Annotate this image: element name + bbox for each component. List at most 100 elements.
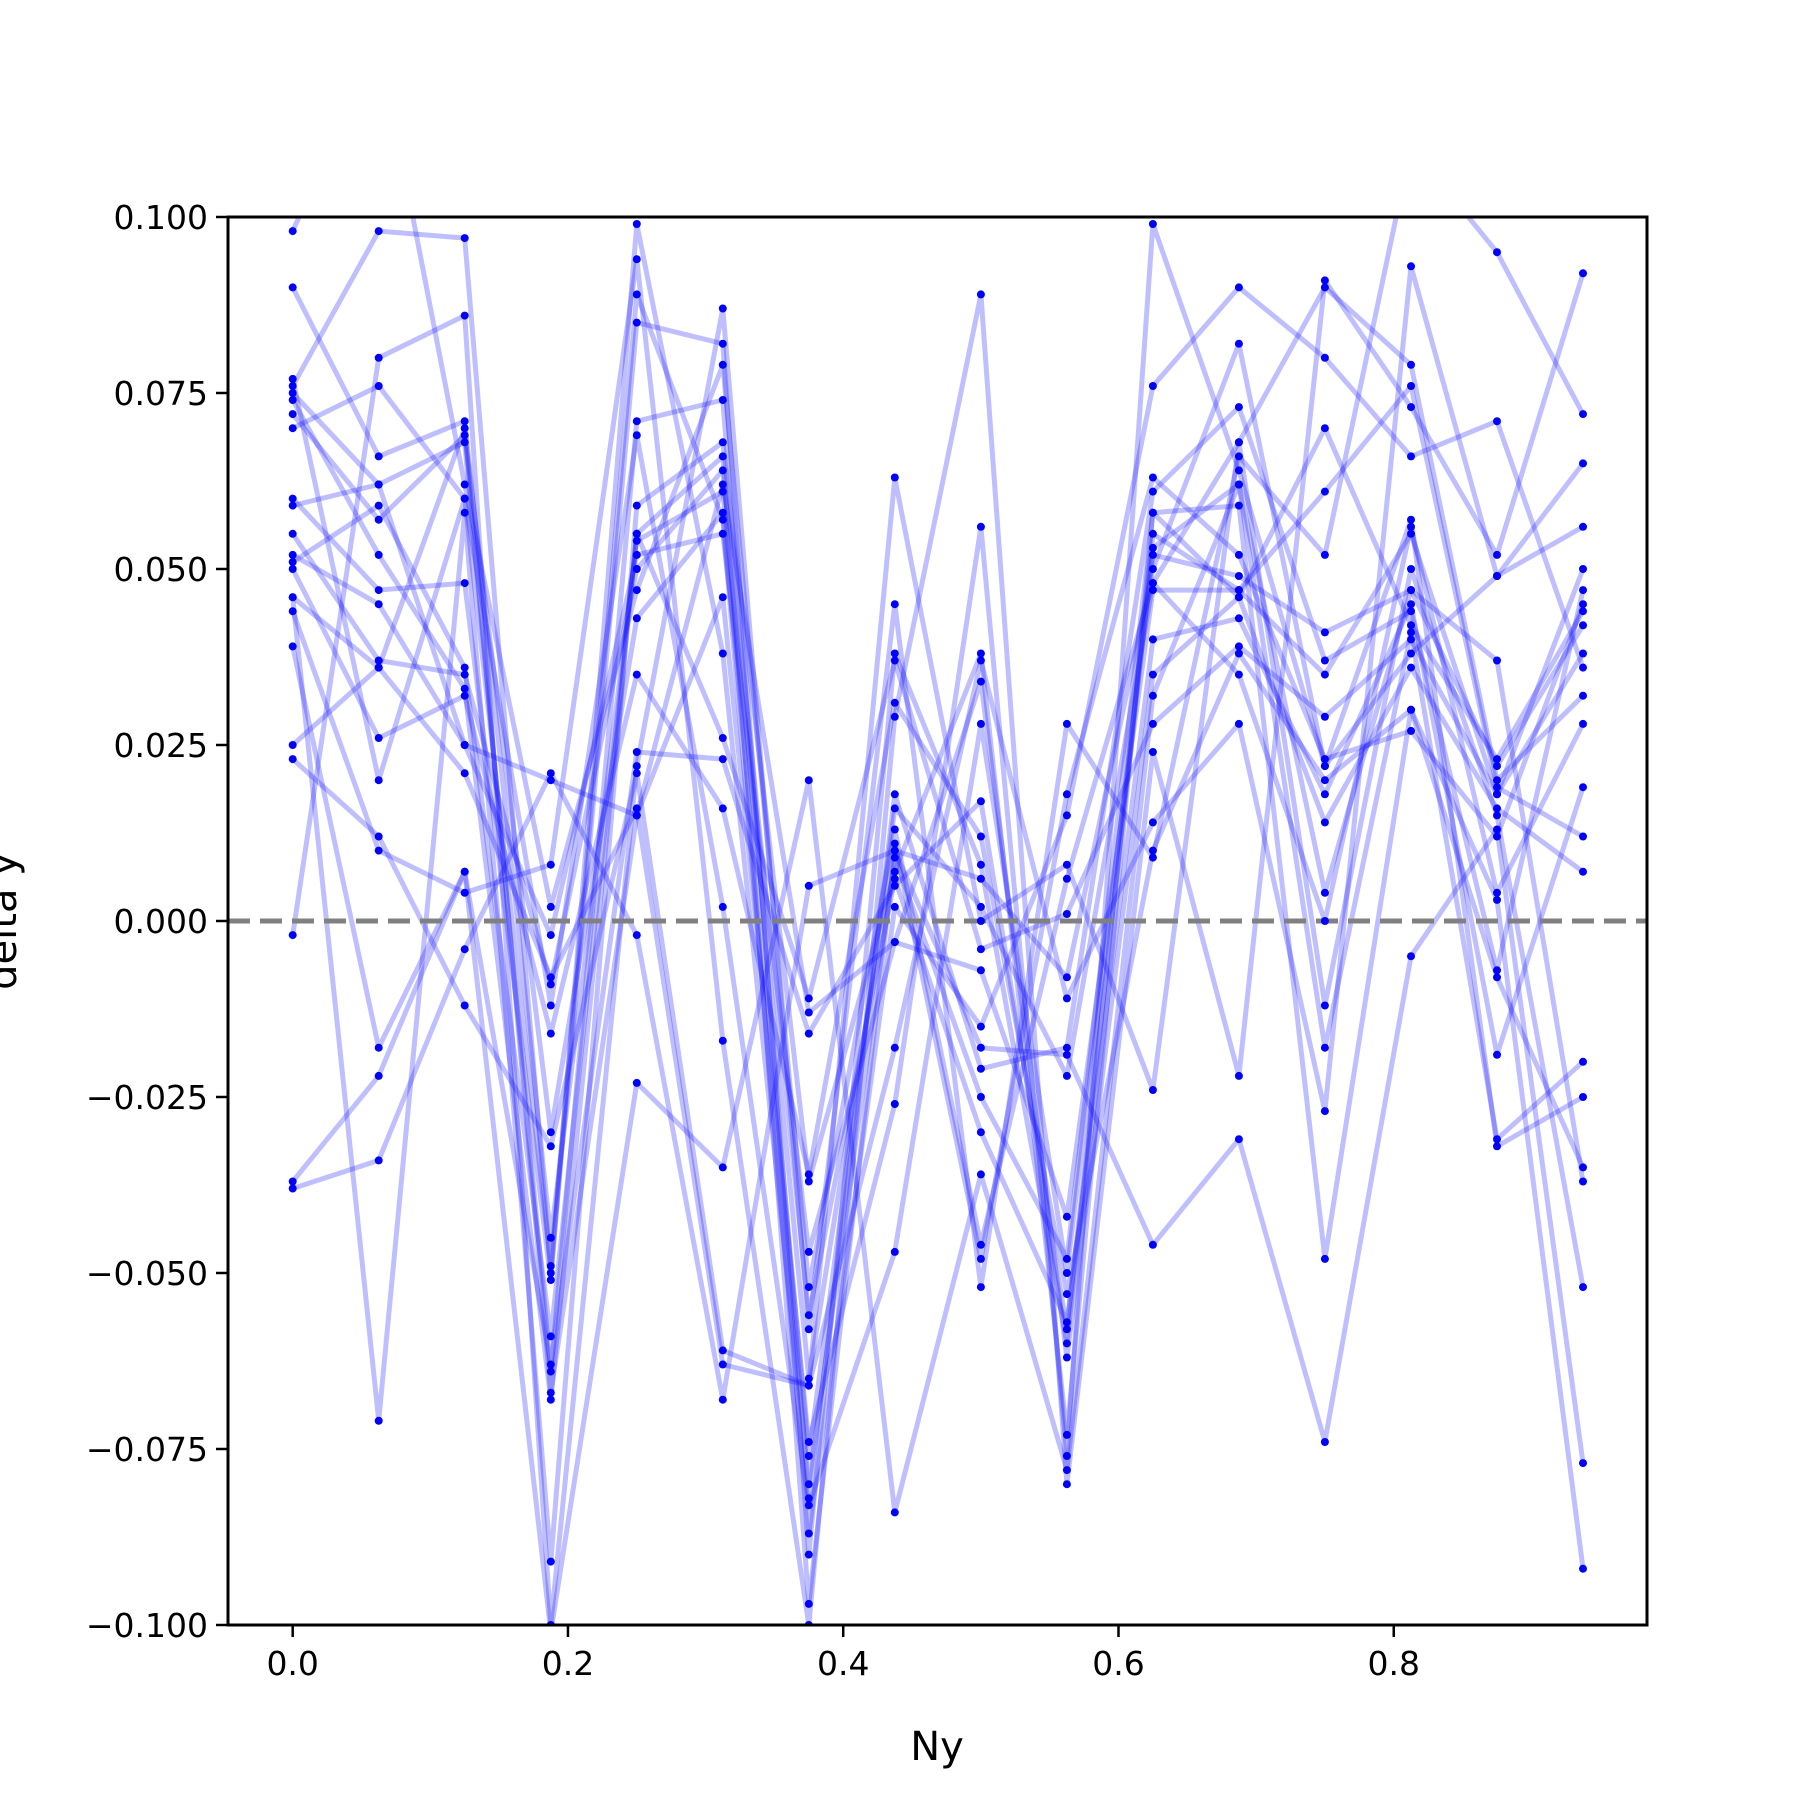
data-point	[976, 290, 985, 299]
data-point	[1234, 480, 1243, 489]
data-point	[546, 1557, 555, 1566]
data-point	[460, 424, 469, 433]
y-tick-label: −0.025	[86, 1078, 208, 1117]
data-point	[890, 874, 899, 883]
data-point	[1320, 1001, 1329, 1010]
data-point	[1062, 811, 1071, 820]
data-point	[890, 790, 899, 799]
data-point	[632, 417, 641, 426]
data-point	[890, 867, 899, 876]
data-point	[1062, 860, 1071, 869]
data-point	[1320, 1438, 1329, 1446]
data-point	[460, 494, 469, 503]
data-point	[890, 902, 899, 911]
data-point	[460, 431, 469, 440]
data-point	[546, 1029, 555, 1038]
data-point	[1407, 705, 1415, 714]
data-point	[288, 593, 297, 602]
data-point	[460, 691, 469, 700]
data-point	[1148, 853, 1157, 862]
data-point	[1579, 607, 1587, 616]
data-point	[890, 712, 899, 721]
data-point	[976, 917, 985, 925]
data-point	[718, 1395, 727, 1404]
data-point	[1148, 487, 1157, 496]
data-point	[1493, 783, 1501, 792]
data-point	[1062, 1071, 1071, 1080]
data-point	[1493, 1050, 1501, 1059]
data-point	[1579, 1564, 1587, 1573]
data-point	[1234, 593, 1243, 602]
data-point	[1493, 1135, 1501, 1144]
data-point	[890, 1100, 899, 1108]
y-tick-label: 0.075	[114, 374, 208, 413]
marker-layer	[288, 220, 1587, 1625]
data-point	[1320, 1254, 1329, 1263]
series-line-10	[292, 383, 1585, 1255]
data-point	[804, 1452, 813, 1460]
series-line-19	[291, 439, 1586, 1389]
data-point	[1062, 1269, 1071, 1277]
data-point	[374, 776, 383, 785]
data-point	[1148, 635, 1157, 644]
data-point	[1320, 1043, 1329, 1052]
data-point	[1234, 438, 1243, 447]
data-point	[546, 980, 555, 989]
data-point	[890, 853, 899, 862]
data-point	[1493, 825, 1501, 834]
data-point	[1234, 614, 1243, 623]
data-point	[1407, 726, 1415, 735]
data-point	[976, 1043, 985, 1052]
data-point	[804, 1311, 813, 1320]
data-point	[1493, 832, 1501, 841]
data-point	[1407, 522, 1415, 531]
data-point	[1062, 1452, 1071, 1460]
data-point	[890, 938, 899, 947]
data-point	[374, 515, 383, 524]
data-point	[804, 1008, 813, 1017]
data-point	[804, 1283, 813, 1292]
series-layer	[290, 217, 1586, 1625]
data-point	[1579, 867, 1587, 876]
data-point	[1493, 973, 1501, 982]
data-point	[1320, 790, 1329, 799]
data-point	[1493, 888, 1501, 897]
data-point	[804, 994, 813, 1003]
series-line-18	[291, 221, 1585, 1459]
data-point	[374, 734, 383, 742]
data-point	[632, 1078, 641, 1087]
data-point	[1062, 1466, 1071, 1475]
data-point	[460, 438, 469, 447]
data-point	[804, 1480, 813, 1489]
data-point	[1579, 621, 1587, 630]
data-point	[1148, 748, 1157, 756]
data-point	[890, 804, 899, 813]
data-point	[374, 501, 383, 510]
series-line-7	[290, 284, 1585, 1459]
data-point	[890, 825, 899, 834]
data-point	[1234, 572, 1243, 580]
data-point	[460, 684, 469, 693]
data-point	[1579, 1177, 1587, 1186]
data-point	[1493, 895, 1501, 904]
data-point	[890, 881, 899, 890]
data-point	[718, 452, 727, 461]
data-point	[718, 1163, 727, 1172]
data-point	[1148, 719, 1157, 728]
data-point	[1579, 522, 1587, 531]
data-point	[1407, 586, 1415, 595]
data-point	[1148, 382, 1157, 390]
data-point	[632, 614, 641, 623]
data-point	[632, 431, 641, 440]
data-point	[1320, 917, 1329, 925]
data-point	[1148, 473, 1157, 482]
data-point	[1062, 994, 1071, 1003]
data-point	[1407, 360, 1415, 369]
y-tick-label: 0.000	[114, 902, 208, 941]
data-point	[460, 741, 469, 749]
data-point	[374, 586, 383, 595]
data-point	[1407, 403, 1415, 412]
series-line-23	[290, 439, 1586, 1570]
series-line-14	[290, 567, 1586, 1297]
series-line-13	[291, 503, 1586, 1339]
